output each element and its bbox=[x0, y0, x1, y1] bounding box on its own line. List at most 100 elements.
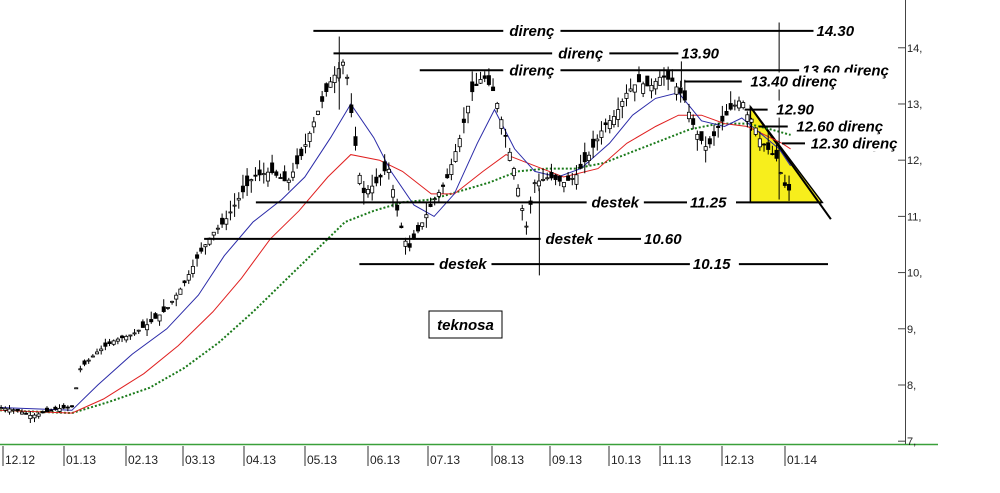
price-bar bbox=[0, 405, 4, 410]
y-tick-label: 12, bbox=[907, 155, 922, 167]
level-value-label: 10.60 bbox=[644, 231, 682, 248]
price-bar bbox=[699, 131, 704, 145]
ma-short-series bbox=[0, 92, 792, 411]
price-bar bbox=[99, 345, 104, 355]
price-bar bbox=[7, 405, 12, 415]
y-tick-label: 14, bbox=[907, 43, 922, 55]
y-tick-label: 9, bbox=[907, 324, 916, 336]
level-14.30: direnç 14.30 bbox=[313, 21, 863, 40]
price-bar bbox=[61, 403, 66, 410]
price-bar bbox=[632, 84, 637, 102]
price-bar bbox=[482, 71, 487, 83]
price-bar bbox=[578, 154, 583, 170]
level-11.25: destek 11.25 bbox=[255, 193, 823, 211]
price-bar bbox=[386, 162, 391, 180]
price-bar bbox=[682, 79, 687, 103]
x-tick-label: 12.12 bbox=[5, 453, 35, 467]
price-bar bbox=[124, 334, 129, 343]
price-bar bbox=[103, 338, 108, 351]
price-bar bbox=[49, 408, 54, 412]
price-bar bbox=[282, 165, 287, 182]
price-bar bbox=[611, 110, 616, 128]
level-label-bg bbox=[540, 229, 598, 247]
price-bar bbox=[728, 91, 733, 111]
price-bar bbox=[436, 189, 441, 203]
level-value-label: 12.90 bbox=[776, 102, 814, 119]
x-tick-label: 01.14 bbox=[787, 453, 817, 467]
price-bar bbox=[199, 242, 204, 254]
price-bar bbox=[78, 365, 83, 373]
price-bar bbox=[157, 314, 162, 326]
level-value-bg bbox=[813, 21, 863, 39]
price-bar bbox=[132, 328, 137, 336]
price-bar bbox=[624, 84, 629, 107]
y-tick-label: 7, bbox=[907, 436, 916, 448]
price-bar bbox=[274, 169, 279, 178]
price-bar bbox=[186, 270, 191, 284]
level-13.90: direnç 13.90 bbox=[333, 44, 728, 62]
price-bar bbox=[753, 127, 758, 137]
level-kind-label: destek bbox=[439, 256, 487, 273]
price-bar bbox=[391, 184, 396, 208]
price-bar bbox=[303, 133, 308, 154]
price-bar bbox=[549, 163, 554, 181]
price-bar bbox=[657, 71, 662, 86]
price-bar bbox=[766, 130, 771, 155]
price-bar bbox=[190, 259, 195, 278]
price-bar bbox=[511, 166, 516, 180]
price-bar bbox=[491, 78, 496, 92]
price-bar bbox=[36, 412, 41, 419]
price-bar bbox=[582, 142, 587, 174]
price-bar bbox=[361, 180, 366, 205]
x-tick-label: 10.13 bbox=[611, 453, 641, 467]
price-bar bbox=[536, 173, 541, 192]
price-bar bbox=[495, 101, 500, 113]
price-bar bbox=[107, 338, 112, 347]
level-value-label: 14.30 bbox=[817, 23, 855, 40]
level-10.15: destek 10.15 bbox=[359, 255, 828, 273]
x-tick-label: 04.13 bbox=[246, 453, 276, 467]
price-bar bbox=[641, 81, 646, 98]
price-bar bbox=[703, 136, 708, 163]
price-bar bbox=[503, 128, 508, 148]
price-bar bbox=[616, 97, 621, 128]
price-bar bbox=[774, 143, 779, 162]
price-bar bbox=[649, 78, 654, 99]
price-bar bbox=[95, 348, 100, 355]
price-bar bbox=[461, 107, 466, 134]
level-value-bg bbox=[687, 193, 736, 211]
price-bar bbox=[245, 168, 250, 196]
price-bar bbox=[432, 196, 437, 206]
price-bar bbox=[595, 134, 600, 151]
price-bar bbox=[762, 143, 767, 152]
price-bar bbox=[378, 173, 383, 186]
price-bar bbox=[370, 174, 375, 201]
price-bar bbox=[290, 162, 295, 182]
price-bar bbox=[74, 387, 79, 390]
price-bar bbox=[741, 100, 746, 110]
level-value-label: 11.25 bbox=[690, 194, 727, 211]
price-bar bbox=[203, 244, 208, 255]
price-bar bbox=[278, 173, 283, 179]
price-bar bbox=[215, 224, 220, 234]
price-bar bbox=[19, 409, 24, 415]
price-bar bbox=[636, 66, 641, 83]
stock-label-box bbox=[428, 310, 503, 339]
y-tick-label: 10, bbox=[907, 268, 922, 280]
stock-label: teknosa bbox=[428, 310, 503, 339]
price-bar bbox=[265, 167, 270, 187]
ma-long-series bbox=[0, 122, 791, 415]
price-bar bbox=[257, 160, 262, 182]
x-tick-label: 05.13 bbox=[307, 453, 337, 467]
level-value-label: 13.90 bbox=[681, 45, 719, 62]
price-bar bbox=[349, 93, 354, 118]
price-bar bbox=[182, 280, 187, 287]
price-bar bbox=[86, 358, 91, 364]
price-bar bbox=[420, 222, 425, 230]
price-bar bbox=[599, 121, 604, 145]
price-bar bbox=[145, 318, 150, 337]
price-bar bbox=[232, 193, 237, 217]
level-value-label: 13.40 direnç bbox=[750, 73, 837, 90]
